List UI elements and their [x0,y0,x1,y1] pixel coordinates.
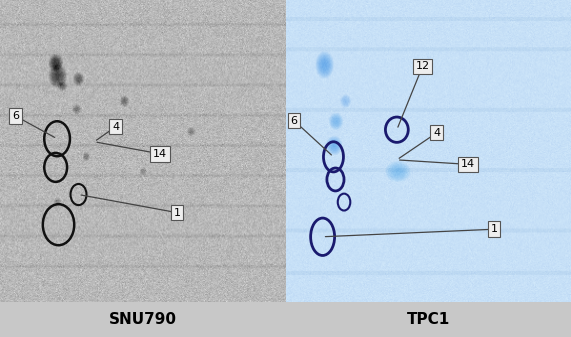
Text: 4: 4 [433,128,440,138]
Text: 6: 6 [291,116,297,126]
Text: 12: 12 [416,61,429,71]
Text: 6: 6 [12,111,19,121]
Text: 1: 1 [490,224,497,234]
Text: 14: 14 [153,149,167,159]
Text: TPC1: TPC1 [407,312,450,327]
Text: 1: 1 [174,208,180,218]
Text: 4: 4 [112,122,119,132]
Text: SNU790: SNU790 [108,312,177,327]
Text: 14: 14 [461,159,475,170]
